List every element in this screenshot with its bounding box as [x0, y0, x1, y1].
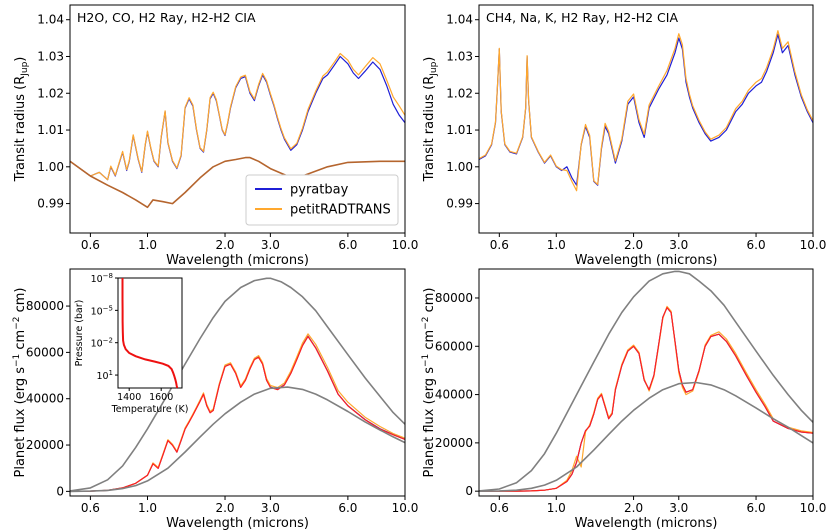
x-tick-label: 6.0: [338, 238, 357, 252]
y-tick-label: 20000: [435, 436, 473, 450]
y-tick-label: 60000: [435, 339, 473, 353]
y-tick-label: 1.04: [37, 13, 64, 27]
y-tick-label: 80000: [435, 291, 473, 305]
series-line-petitRADTRANS: [70, 52, 405, 181]
x-tick-label: 6.0: [747, 238, 766, 252]
series-line-blackbody-hot: [479, 270, 813, 492]
legend-label-pyratbay: pyratbay: [290, 183, 349, 198]
x-tick-label: 10.0: [392, 238, 419, 252]
series-line-blackbody-cool: [479, 381, 813, 492]
series-group: [479, 270, 813, 492]
series-line-pyratbay: [479, 307, 813, 492]
panel-annotation: H2O, CO, H2 Ray, H2-H2 CIA: [77, 10, 256, 25]
x-tick-label: 0.6: [81, 238, 100, 252]
y-tick-label: 1.00: [446, 160, 473, 174]
inset-x-tick-label: 1600: [149, 392, 173, 403]
inset-y-tick-label: 10−5: [91, 304, 113, 317]
panel-bottom-right-flux: 0.6 1.0 2.0 3.0 6.0 10.0 0 20000 40000 60000 80000…: [421, 268, 827, 531]
y-tick-label: 40000: [435, 388, 473, 402]
y-tick-label: 1.01: [446, 123, 473, 137]
x-tick-label: 3.0: [669, 238, 688, 252]
x-tick-label: 10.0: [392, 501, 419, 515]
y-tick-label: 0: [56, 484, 64, 498]
y-tick-label: 0.99: [37, 197, 64, 211]
inset-y-tick-label: 101: [96, 369, 113, 382]
x-tick-label: 2.0: [215, 238, 234, 252]
y-tick-label: 20000: [26, 438, 64, 452]
x-axis-label: Wavelength (microns): [166, 516, 309, 531]
y-axis-label: Planet flux (erg s−1 cm−2 cm): [421, 287, 437, 477]
y-axis-label: Transit radius (RJup): [422, 57, 439, 183]
inset-y-tick-label: 10−8: [91, 272, 113, 285]
panel-bottom-left-flux: 0.6 1.0 2.0 3.0 6.0 10.0 0 20000 40000 60000 80000…: [12, 268, 419, 531]
x-tick-label: 10.0: [800, 238, 827, 252]
legend-label-petitRADTRANS: petitRADTRANS: [290, 203, 391, 218]
x-axis-label: Wavelength (microns): [166, 253, 309, 268]
x-tick-label: 2.0: [215, 501, 234, 515]
inset-pt-profile: 1400 1600 10−8 10−5 10−2 101 Temperature (K) Pr…: [74, 272, 188, 415]
x-tick-label: 0.6: [490, 501, 509, 515]
legend: pyratbay petitRADTRANS: [245, 174, 399, 226]
x-tick-label: 3.0: [261, 238, 280, 252]
panel-top-left-transit: 0.6 1.0 2.0 3.0 6.0 10.0 0.99 1.00 1.01 1.02 1.03 1…: [13, 4, 419, 268]
x-tick-label: 2.0: [624, 238, 643, 252]
series-group: [479, 30, 813, 192]
y-tick-label: 1.01: [37, 123, 64, 137]
x-tick-label: 0.6: [81, 501, 100, 515]
inset-x-label: Temperature (K): [111, 404, 189, 415]
series-line-pyratbay: [70, 55, 405, 181]
panel-annotation: CH4, Na, K, H2 Ray, H2-H2 CIA: [486, 10, 678, 25]
legend-box: [245, 174, 399, 226]
series-line-petitRADTRANS: [479, 30, 813, 192]
x-tick-label: 6.0: [747, 501, 766, 515]
y-tick-label: 1.02: [446, 86, 473, 100]
x-tick-label: 1.0: [547, 238, 566, 252]
x-tick-label: 2.0: [624, 501, 643, 515]
inset-y-tick-label: 10−2: [91, 337, 113, 350]
y-tick-label: 1.03: [37, 49, 64, 63]
y-tick-label: 0: [465, 484, 473, 498]
y-tick-label: 80000: [26, 299, 64, 313]
y-axis-label: Planet flux (erg s−1 cm−2 cm): [12, 287, 28, 477]
x-axis-label: Wavelength (microns): [575, 516, 718, 531]
x-tick-label: 3.0: [669, 501, 688, 515]
series-line-blackbody-hot: [70, 277, 405, 492]
x-tick-label: 0.6: [490, 238, 509, 252]
series-group: [70, 277, 405, 493]
y-tick-label: 1.02: [37, 86, 64, 100]
series-line-pt-profile: [70, 335, 405, 492]
x-tick-label: 3.0: [261, 501, 280, 515]
y-tick-label: 1.04: [446, 13, 473, 27]
y-tick-label: 0.99: [446, 197, 473, 211]
series-line-pt-profile: [479, 307, 813, 492]
series-line-petitRADTRANS: [479, 305, 813, 492]
x-tick-label: 1.0: [547, 501, 566, 515]
inset-profile-line: [121, 278, 179, 389]
series-line-continuum: [70, 156, 405, 209]
series-line-blackbody-cool: [70, 386, 405, 493]
plot-frame: [478, 268, 814, 497]
x-tick-label: 1.0: [138, 501, 157, 515]
plot-frame: [478, 4, 814, 234]
series-group: [70, 52, 405, 209]
y-tick-label: 60000: [26, 345, 64, 359]
y-axis-label: Transit radius (RJup): [13, 57, 30, 183]
x-tick-label: 1.0: [138, 238, 157, 252]
x-axis-label: Wavelength (microns): [575, 253, 718, 268]
inset-x-tick-label: 1400: [117, 392, 141, 403]
y-tick-label: 1.00: [37, 160, 64, 174]
x-tick-label: 10.0: [800, 501, 827, 515]
plot-frame: [69, 4, 406, 234]
panel-top-right-transit: 0.6 1.0 2.0 3.0 6.0 10.0 0.99 1.00 1.01 1.02 1.03 1…: [422, 4, 827, 268]
y-tick-label: 40000: [26, 392, 64, 406]
plot-frame: [69, 268, 406, 497]
x-tick-label: 6.0: [338, 501, 357, 515]
y-tick-label: 1.03: [446, 49, 473, 63]
inset-y-label: Pressure (bar): [74, 300, 85, 367]
